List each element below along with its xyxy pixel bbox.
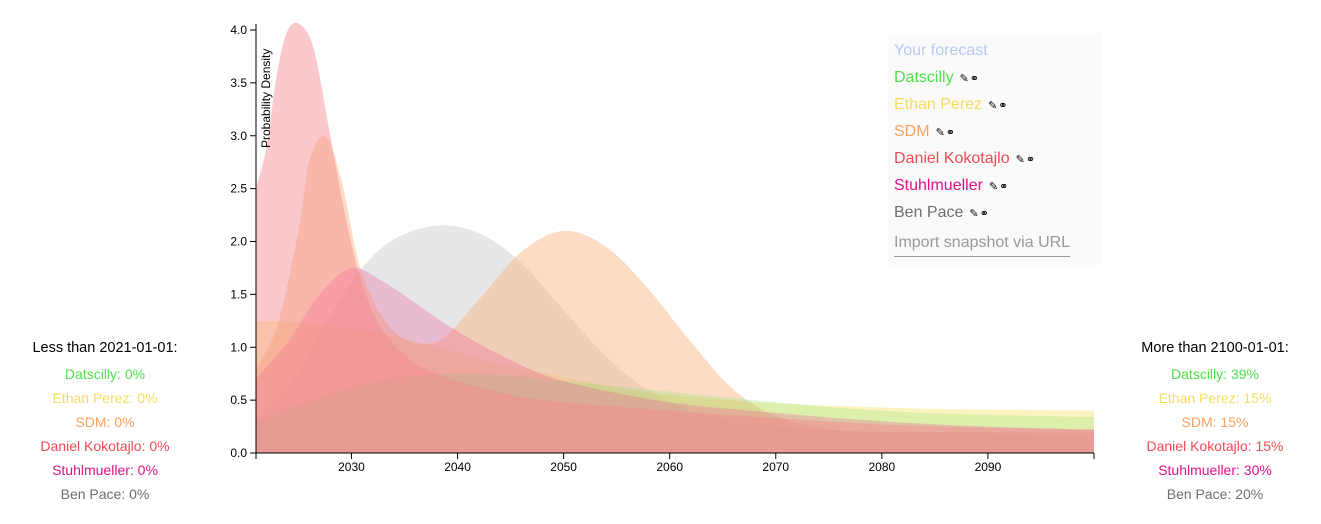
tail-row-name: Stuhlmueller: (1158, 462, 1244, 478)
y-tick-label: 0.5 (230, 393, 247, 407)
area-ben-pace (256, 225, 1094, 453)
legend-label-your-forecast: Your forecast (894, 42, 988, 59)
edit-link-icons[interactable]: ✎⚭ (1015, 154, 1037, 166)
x-tick-label: 2030 (338, 460, 365, 474)
area-daniel-kokotajlo (256, 22, 1094, 454)
x-tick-label: 2070 (762, 460, 789, 474)
edit-link-icons[interactable]: ✎⚭ (935, 127, 956, 139)
legend-label: SDM (894, 123, 930, 140)
tail-row-name: SDM: (75, 414, 115, 430)
tail-row-name: Datscilly: (64, 366, 125, 382)
y-axis-title: Probability Density (259, 49, 273, 148)
tail-row-value: 30% (1243, 462, 1272, 478)
left-tail-heading: Less than 2021-01-01: (32, 340, 178, 356)
legend: Your forecast Datscilly ✎⚭ Ethan Perez ✎⚭ SD… (888, 33, 1103, 265)
area-sdm (256, 135, 1094, 454)
y-tick-label: 1.5 (230, 287, 247, 301)
area-datscilly (256, 373, 1094, 453)
tail-row-name: Ben Pace: (1166, 486, 1236, 502)
legend-item-sdm[interactable]: SDM ✎⚭ (894, 123, 956, 141)
tail-row-value: 0% (129, 486, 150, 502)
tail-row-name: Ethan Perez: (1158, 390, 1244, 406)
tail-row: Ethan Perez: 15% (1110, 386, 1320, 410)
tail-row-value: 15% (1243, 390, 1272, 406)
x-tick-label: 2090 (975, 460, 1002, 474)
tail-row-value: 0% (149, 438, 170, 454)
tail-row-name: Ethan Perez: (52, 390, 138, 406)
tail-row: SDM: 15% (1110, 410, 1320, 434)
left-tail-rows: Datscilly: 0% Ethan Perez: 0% SDM: 0% Danie… (0, 362, 210, 506)
right-tail-heading: More than 2100-01-01: (1141, 340, 1289, 356)
tail-row-name: SDM: (1181, 414, 1221, 430)
legend-label: Ben Pace (894, 204, 964, 221)
legend-label: Datscilly (894, 69, 954, 86)
legend-label: Ethan Perez (894, 96, 983, 113)
tail-row-value: 0% (137, 390, 158, 406)
tail-row-value: 0% (114, 414, 135, 430)
edit-link-icons[interactable]: ✎⚭ (969, 208, 990, 220)
right-tail-rows: Datscilly: 39% Ethan Perez: 15% SDM: 15% Da… (1110, 362, 1320, 506)
legend-item-ethan-perez[interactable]: Ethan Perez ✎⚭ (894, 96, 1009, 114)
y-tick-label: 1.0 (230, 340, 247, 354)
tail-row: Daniel Kokotajlo: 15% (1110, 434, 1320, 458)
tail-row-name: Ben Pace: (60, 486, 130, 502)
x-tick-label: 2080 (868, 460, 895, 474)
tail-row-value: 39% (1230, 366, 1259, 382)
tail-row-value: 0% (137, 462, 158, 478)
legend-item-daniel-kokotajlo[interactable]: Daniel Kokotajlo ✎⚭ (894, 150, 1036, 168)
tail-row-value: 15% (1255, 438, 1284, 454)
tail-row: Datscilly: 39% (1110, 362, 1320, 386)
tail-row: Daniel Kokotajlo: 0% (0, 434, 210, 458)
x-tick-label: 2040 (444, 460, 471, 474)
right-tail-panel: More than 2100-01-01: Datscilly: 39% Etha… (1110, 340, 1320, 506)
series-areas (256, 22, 1094, 454)
edit-link-icons[interactable]: ✎⚭ (959, 73, 980, 85)
tail-row: Stuhlmueller: 0% (0, 458, 210, 482)
legend-item-stuhlmueller[interactable]: Stuhlmueller ✎⚭ (894, 177, 1009, 195)
y-tick-label: 3.0 (230, 129, 247, 143)
y-tick-label: 2.0 (230, 235, 247, 249)
tail-row: Ben Pace: 0% (0, 482, 210, 506)
tail-row: Ethan Perez: 0% (0, 386, 210, 410)
x-tick-label: 2060 (656, 460, 683, 474)
edit-link-icons[interactable]: ✎⚭ (988, 100, 1009, 112)
x-tick-label: 2050 (550, 460, 577, 474)
y-tick-label: 0.0 (230, 446, 247, 460)
legend-item-ben-pace[interactable]: Ben Pace ✎⚭ (894, 204, 990, 222)
y-axis: 0.0 0.5 1.0 1.5 2.0 2.5 3.0 3.5 4.0 (230, 23, 257, 460)
tail-row: SDM: 0% (0, 410, 210, 434)
legend-label: Stuhlmueller (894, 177, 983, 194)
tail-row-name: Datscilly: (1171, 366, 1231, 382)
legend-label: Daniel Kokotajlo (894, 150, 1010, 167)
import-snapshot-link[interactable]: Import snapshot via URL (894, 234, 1071, 257)
tail-row-name: Stuhlmueller: (52, 462, 138, 478)
area-stuhlmueller (256, 267, 1094, 453)
tail-row-value: 15% (1220, 414, 1249, 430)
tail-row-name: Daniel Kokotajlo: (1146, 438, 1256, 454)
area-ethan-perez (256, 320, 1094, 453)
y-tick-label: 3.5 (230, 76, 247, 90)
tail-row-value: 20% (1235, 486, 1264, 502)
left-tail-panel: Less than 2021-01-01: Datscilly: 0% Ethan… (0, 340, 210, 506)
tail-row-name: Daniel Kokotajlo: (40, 438, 150, 454)
legend-item-datscilly[interactable]: Datscilly ✎⚭ (894, 69, 980, 87)
tail-row: Datscilly: 0% (0, 362, 210, 386)
tail-row: Ben Pace: 20% (1110, 482, 1320, 506)
y-tick-label: 4.0 (230, 23, 247, 37)
legend-item-your-forecast[interactable]: Your forecast (894, 42, 988, 60)
edit-link-icons[interactable]: ✎⚭ (988, 181, 1010, 193)
tail-row-value: 0% (124, 366, 146, 382)
y-tick-label: 2.5 (230, 182, 247, 196)
x-axis: 2030 2040 2050 2060 2070 2080 2090 (255, 452, 1095, 474)
tail-row: Stuhlmueller: 30% (1110, 458, 1320, 482)
